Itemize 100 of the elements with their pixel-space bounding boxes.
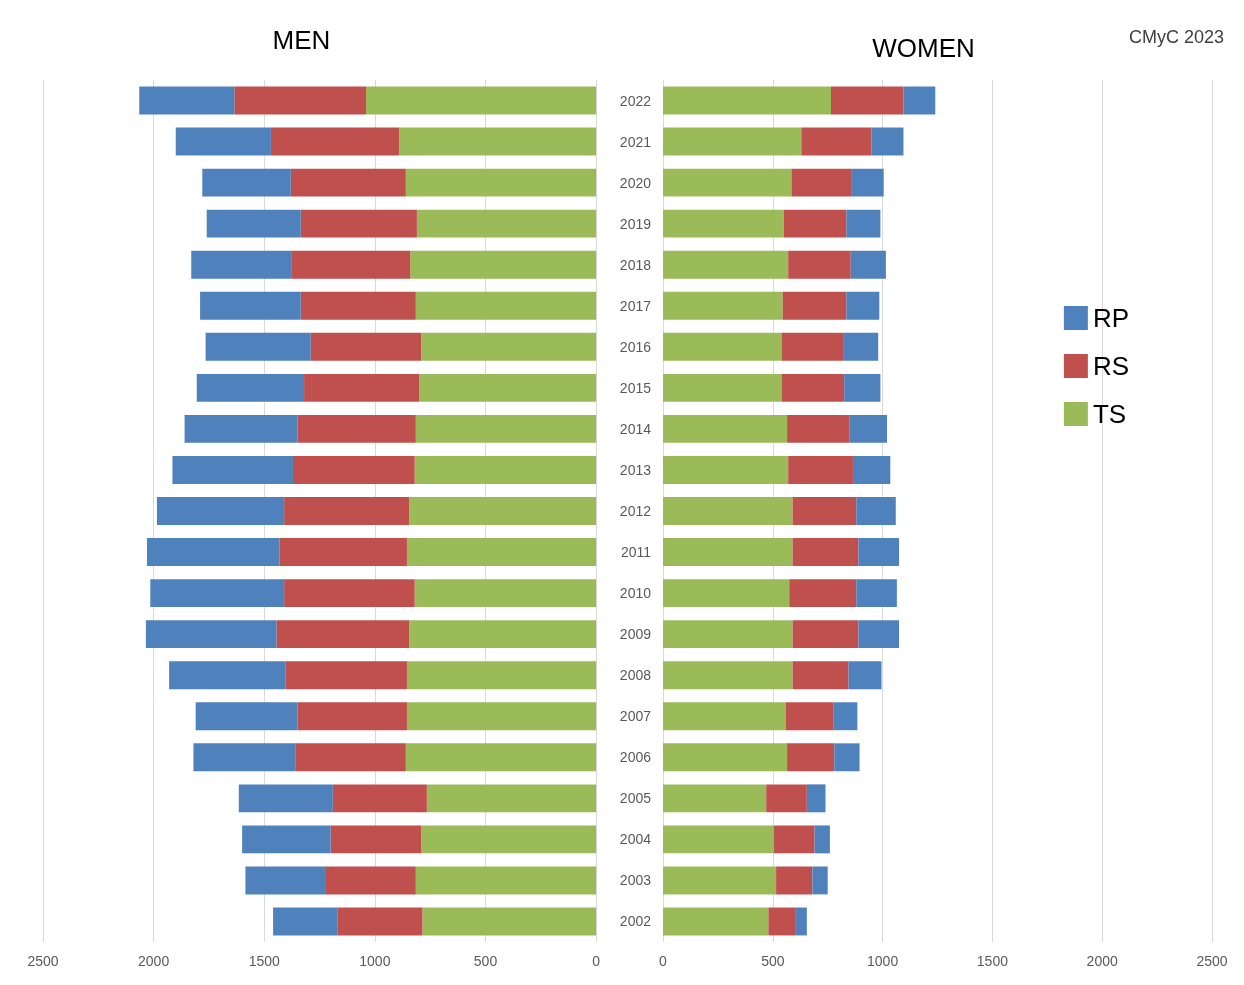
bar (284, 579, 415, 608)
bar (850, 250, 886, 279)
bar (843, 332, 879, 361)
bar (856, 497, 896, 525)
bar (846, 209, 881, 238)
y-tick-label: 2006 (619, 749, 652, 766)
bar (768, 907, 796, 936)
bar (409, 620, 597, 649)
y-tick-label: 2010 (619, 585, 652, 602)
bar (663, 784, 767, 813)
y-tick-label: 2015 (619, 379, 652, 396)
bar (310, 332, 422, 361)
bar (409, 497, 597, 525)
bar (766, 784, 807, 813)
bar (366, 86, 597, 115)
bar (792, 497, 857, 525)
bar (806, 784, 826, 813)
y-tick-label: 2013 (619, 461, 652, 478)
bar (416, 209, 597, 238)
bar (205, 332, 311, 361)
bar (851, 168, 884, 197)
bar (273, 907, 338, 936)
bar (663, 743, 788, 772)
y-tick-label: 2016 (619, 338, 652, 355)
bar (325, 866, 416, 895)
bar (663, 497, 793, 525)
x-tick-label: 1000 (867, 953, 899, 969)
bar (663, 456, 789, 484)
y-tick-label: 2005 (619, 790, 652, 807)
bar (270, 127, 400, 156)
bar (414, 579, 597, 608)
bar (330, 825, 422, 854)
bar (663, 866, 777, 895)
bar (156, 497, 285, 525)
y-tick-label: 2018 (619, 256, 652, 273)
bar (419, 373, 597, 402)
y-tick-label: 2014 (619, 420, 652, 437)
bar (663, 127, 802, 156)
bar (856, 579, 897, 608)
bar (663, 332, 782, 361)
bar (785, 702, 834, 731)
bar (834, 743, 860, 772)
bar (795, 907, 807, 936)
y-tick-label: 2003 (619, 872, 652, 889)
x-tick-label: 500 (761, 953, 785, 969)
x-tick-label: 1000 (359, 953, 391, 969)
y-tick-label: 2011 (620, 544, 652, 561)
bar (782, 291, 847, 320)
y-tick-label: 2019 (619, 215, 652, 232)
x-tick-label: 2500 (27, 953, 59, 969)
bar (295, 743, 406, 772)
bar (415, 414, 597, 443)
bar (426, 784, 597, 813)
bar (852, 456, 891, 484)
bar (300, 291, 416, 320)
bar (833, 702, 858, 731)
bar (422, 907, 597, 936)
bar (293, 456, 415, 484)
bar (191, 250, 292, 279)
bar (421, 825, 597, 854)
bar (663, 907, 769, 936)
text: CMyC 2023 (1128, 27, 1225, 47)
bar (172, 456, 293, 484)
bar (663, 414, 788, 443)
bar (789, 579, 857, 608)
legend-label: RS (1092, 351, 1130, 381)
bar (858, 620, 900, 649)
bar (284, 497, 410, 525)
bar (285, 661, 407, 690)
bar (279, 538, 407, 566)
bar (415, 291, 597, 320)
bar (291, 250, 411, 279)
bar (304, 373, 420, 402)
bar (781, 332, 844, 361)
bar (242, 825, 331, 854)
bar (300, 209, 417, 238)
chart-title: MEN (272, 25, 331, 55)
x-tick-label: 2500 (1196, 953, 1228, 969)
bar (206, 209, 301, 238)
x-tick-label: 500 (473, 953, 498, 969)
bar (663, 209, 784, 238)
bar (146, 538, 280, 566)
y-tick-label: 2021 (619, 133, 652, 150)
legend-label: RP (1092, 303, 1130, 333)
bar (849, 414, 887, 443)
bar (202, 168, 291, 197)
bar (150, 579, 285, 608)
bar (663, 86, 831, 115)
bar (139, 86, 235, 115)
x-tick-label: 2000 (138, 953, 170, 969)
y-tick-label: 2020 (619, 174, 652, 191)
bar (663, 373, 782, 402)
bar (234, 86, 367, 115)
x-tick-label: 1500 (248, 953, 281, 969)
bar (871, 127, 904, 156)
x-tick-label: 0 (592, 953, 601, 969)
y-tick-label: 2022 (619, 92, 652, 109)
y-tick-label: 2017 (619, 297, 652, 314)
bar (848, 661, 882, 690)
y-tick-label: 2008 (619, 667, 652, 684)
